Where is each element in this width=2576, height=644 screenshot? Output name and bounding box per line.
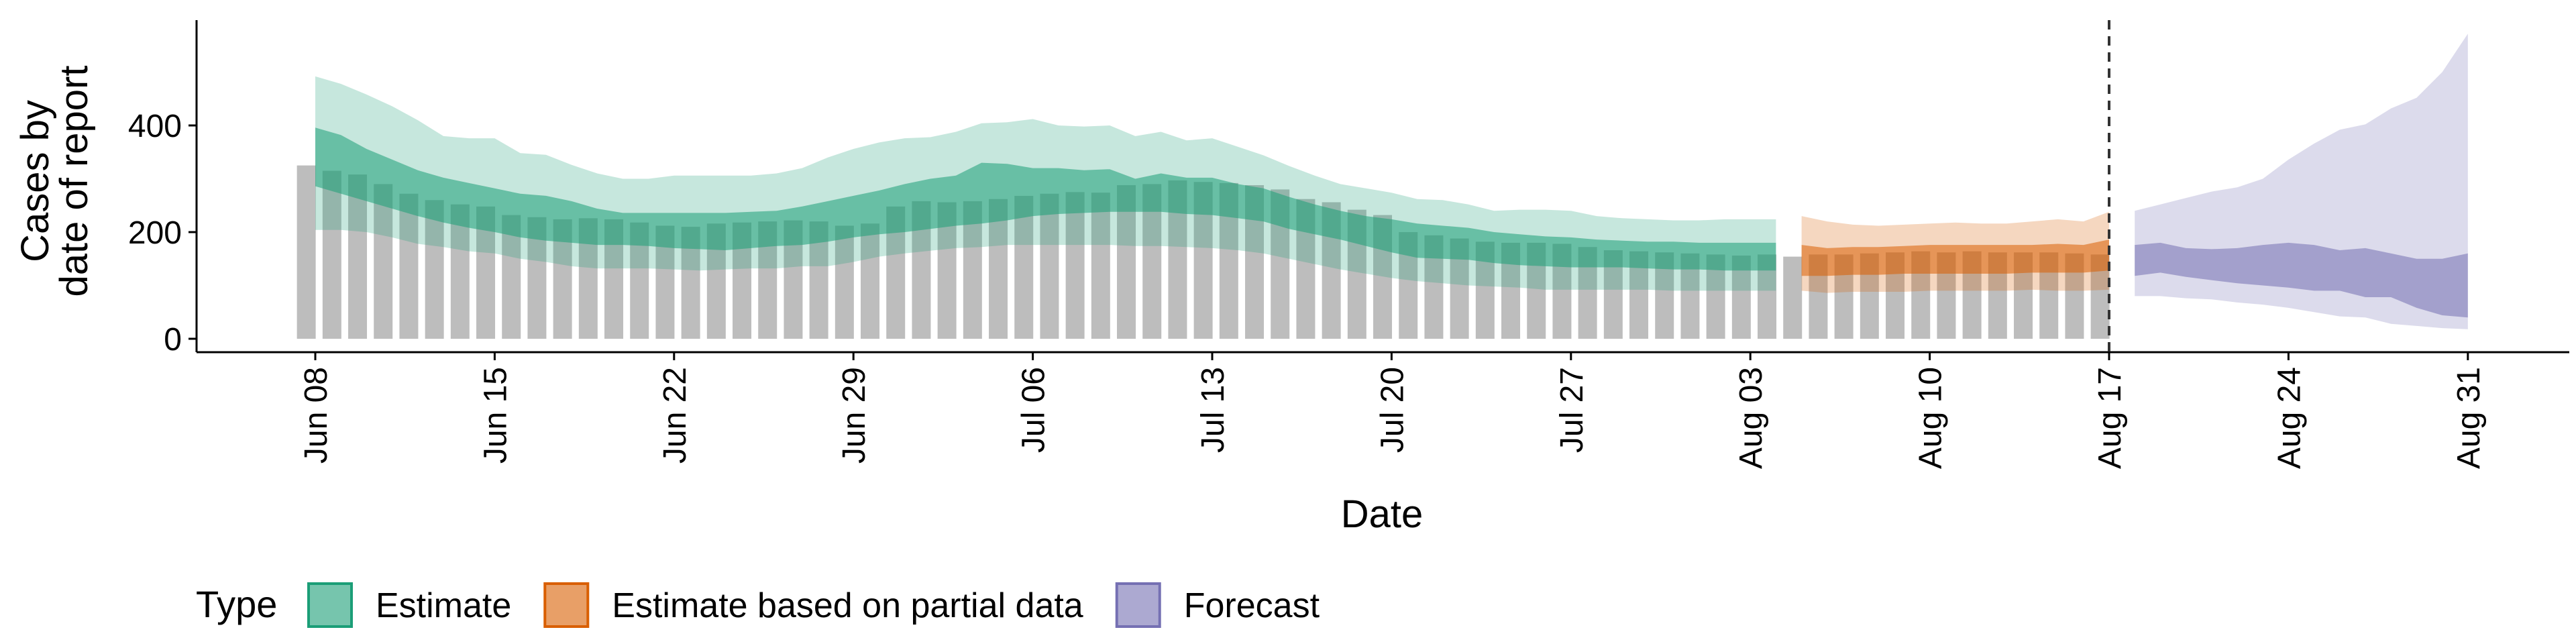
x-tick-label: Aug 24 <box>2271 367 2307 469</box>
bar <box>425 200 444 339</box>
bar <box>1091 193 1110 339</box>
x-tick-label: Aug 17 <box>2092 367 2128 469</box>
ribbons-layer <box>315 34 2468 329</box>
bar <box>374 184 393 339</box>
bar <box>1783 256 1803 339</box>
y-axis-title-line-1: Cases by <box>13 100 57 262</box>
bar <box>835 225 854 339</box>
y-tick-label: 0 <box>164 322 182 358</box>
bar <box>989 199 1008 339</box>
x-tick-label: Jul 06 <box>1016 367 1052 453</box>
ribbon-50 <box>1801 239 2109 276</box>
x-tick-label: Jul 27 <box>1554 367 1590 453</box>
bar <box>1014 195 1034 339</box>
legend: Type Estimate Estimate based on partial d… <box>196 582 1320 628</box>
bar <box>399 193 419 339</box>
ribbon-50 <box>315 127 1776 271</box>
x-tick-label: Jul 20 <box>1375 367 1410 453</box>
legend-swatch <box>1115 582 1161 628</box>
y-axis-title-line-2: date of report <box>52 66 96 297</box>
legend-title: Type <box>196 583 277 625</box>
x-tick-label: Aug 10 <box>1913 367 1949 469</box>
x-tick-label: Jun 15 <box>478 367 513 464</box>
x-tick-label: Jul 13 <box>1195 367 1231 453</box>
legend-label: Estimate <box>376 586 511 625</box>
bar <box>297 165 316 339</box>
legend-swatch <box>307 582 353 628</box>
x-tick-label: Aug 03 <box>1733 367 1769 469</box>
bar <box>322 170 341 339</box>
x-tick-label: Jun 22 <box>657 367 693 464</box>
x-tick-label: Aug 31 <box>2451 367 2487 469</box>
x-axis-title: Date <box>1341 492 1424 536</box>
legend-swatch <box>543 582 590 628</box>
bar <box>348 174 368 339</box>
y-tick-label: 400 <box>128 109 182 144</box>
axes: 0 200 400 Jun 08 Jun 15 Jun 22 Jun 29 Jul 06 Jul… <box>128 20 2569 469</box>
bar <box>1065 192 1085 339</box>
legend-label: Estimate based on partial data <box>612 586 1083 625</box>
legend-label: Forecast <box>1184 586 1320 625</box>
bar <box>861 223 880 339</box>
y-tick-label: 200 <box>128 215 182 251</box>
ribbon-50 <box>2135 242 2468 318</box>
x-tick-label: Jun 29 <box>837 367 872 464</box>
x-tick-label: Jun 08 <box>299 367 334 464</box>
bar <box>1040 193 1059 339</box>
